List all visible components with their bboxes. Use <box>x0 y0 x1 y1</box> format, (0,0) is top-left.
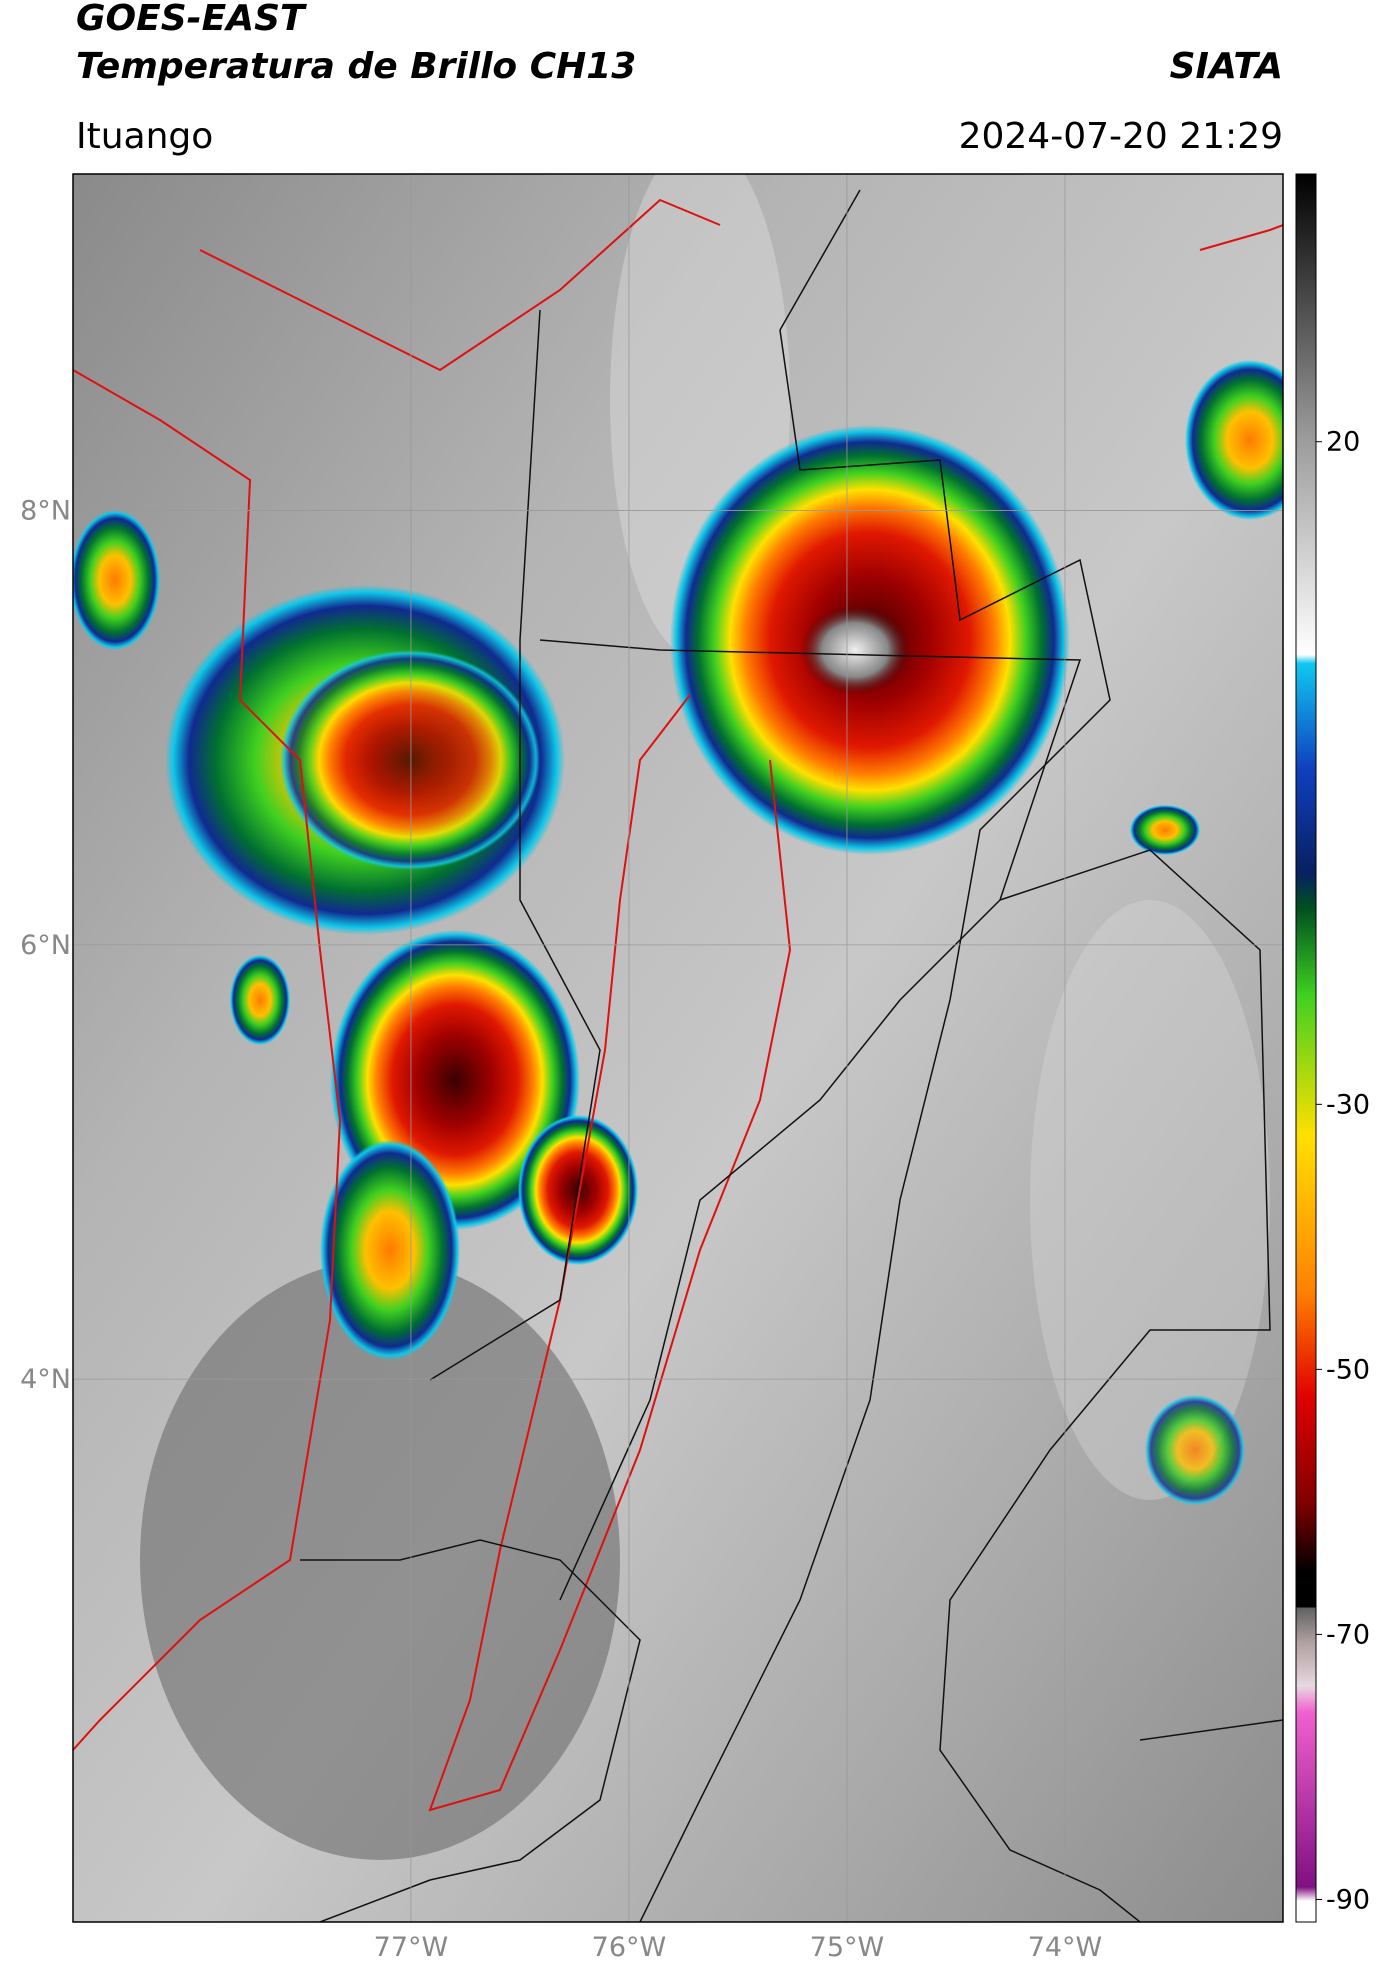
map-frame <box>72 173 1284 1923</box>
colorbar-tick-label: -30 <box>1326 1089 1370 1120</box>
lat-label: 6°N <box>20 930 71 961</box>
timestamp: 2024-07-20 21:29 <box>959 116 1283 157</box>
storm-cell <box>280 650 540 870</box>
lon-label: 77°W <box>374 1932 449 1963</box>
coastline <box>73 369 342 1751</box>
agency: SIATA <box>1170 46 1283 87</box>
municipal-border <box>300 1539 641 1922</box>
title: GOES-EAST <box>76 0 307 39</box>
border <box>199 198 721 372</box>
storm-cell <box>1185 360 1283 520</box>
department-border <box>428 694 792 1812</box>
storm-cell <box>320 1140 460 1360</box>
colorbar-tick-label: 20 <box>1326 427 1360 458</box>
municipal-border <box>1139 1719 1283 1741</box>
municipal-border <box>429 309 601 1381</box>
cirrus <box>1030 900 1270 1500</box>
storm-cell <box>1145 1395 1245 1505</box>
storm-core <box>800 605 910 695</box>
colorbar-tick-label: -50 <box>1326 1354 1370 1385</box>
lon-label: 76°W <box>592 1932 667 1963</box>
location: Ituango <box>76 116 213 157</box>
storm-cell <box>73 510 160 650</box>
colorbar-tick-label: -70 <box>1326 1619 1370 1650</box>
graticule <box>73 174 1283 1922</box>
municipal-border <box>539 639 1082 1601</box>
storm-cell <box>1130 805 1200 855</box>
border <box>1199 224 1283 251</box>
storm-cell <box>230 955 290 1045</box>
municipal-border <box>939 849 1271 1922</box>
lat-label: 4°N <box>20 1364 71 1395</box>
lat-label: 8°N <box>20 496 71 527</box>
lon-label: 75°W <box>810 1932 885 1963</box>
colorbar-tick-label: -90 <box>1326 1884 1370 1915</box>
lon-label: 74°W <box>1028 1932 1103 1963</box>
colorbar <box>1295 173 1317 1923</box>
map-area <box>73 174 1283 1922</box>
subtitle: Temperatura de Brillo CH13 <box>76 46 636 87</box>
